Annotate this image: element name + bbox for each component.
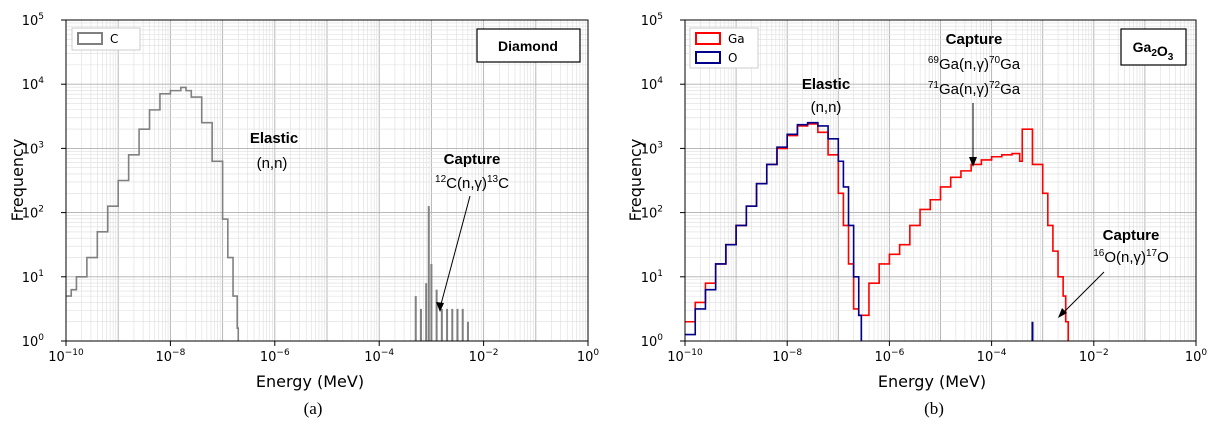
a-x-tick-label: 10−8 xyxy=(155,348,185,365)
a-series-line-c xyxy=(66,86,240,341)
a-y-tick-label: 105 xyxy=(22,12,44,29)
b-y-tick-label: 104 xyxy=(641,76,664,93)
b-x-tick-label: 10−4 xyxy=(977,348,1007,365)
b-legend-box xyxy=(689,27,759,69)
b-x-tick-label: 100 xyxy=(1185,348,1208,365)
a-plot-frame xyxy=(65,19,589,342)
a-elastic-sub: (n,n) xyxy=(257,155,288,172)
panel-a: 10−10 10−8 10−6 10−4 10−2 1001001011021031041… xyxy=(8,12,599,418)
panel-b: 10−10 10−8 10−6 10−4 10−2 1001001011021031041… xyxy=(626,12,1207,418)
b-capture2-reaction-o16: 16O(n,γ)17O xyxy=(1093,248,1169,266)
a-x-tick-label: 10−4 xyxy=(364,348,394,365)
a-x-tick-label: 10−10 xyxy=(48,348,84,365)
a-x-tick-label: 100 xyxy=(577,348,600,365)
a-legend-box xyxy=(71,27,141,51)
b-badge: Ga2O3 xyxy=(1120,28,1187,66)
b-capture-reaction-ga71: 71Ga(n,γ)72Ga xyxy=(928,80,1021,98)
a-elastic-title: Elastic xyxy=(250,130,298,147)
b-capture-title: Capture xyxy=(946,31,1003,48)
a-x-axis-label: Energy (MeV) xyxy=(256,372,364,391)
a-caption: (a) xyxy=(304,399,323,418)
a-y-tick-label: 100 xyxy=(22,333,45,350)
a-series xyxy=(66,86,469,341)
a-badge-box xyxy=(476,28,581,63)
b-x-tick-label: 10−10 xyxy=(667,348,703,365)
b-caption: (b) xyxy=(924,399,944,418)
b-legend-label-o: O xyxy=(728,51,737,65)
a-badge: Diamond xyxy=(476,28,581,63)
b-capture-reaction-ga69: 69Ga(n,γ)70Ga xyxy=(928,55,1021,73)
a-x-tick-label: 10−6 xyxy=(260,348,290,365)
b-capture2-arrow xyxy=(1058,271,1105,318)
b-elastic-sub: (n,n) xyxy=(811,99,842,116)
b-capture-arrow xyxy=(969,103,977,167)
b-legend-swatch-ga xyxy=(695,32,721,45)
a-legend: C xyxy=(71,27,141,51)
b-legend: Ga O xyxy=(689,27,759,69)
a-y-axis-label: Frequency xyxy=(8,139,27,222)
b-y-axis-label: Frequency xyxy=(626,139,645,222)
b-grid xyxy=(684,20,1196,342)
a-grid xyxy=(65,20,588,342)
b-series-line-ga xyxy=(685,123,1070,341)
b-series xyxy=(685,121,1070,341)
a-x-tick-label: 10−2 xyxy=(469,348,499,365)
a-badge-label: Diamond xyxy=(498,38,558,54)
b-y-tick-label: 100 xyxy=(641,333,664,350)
b-y-tick-label: 101 xyxy=(641,269,663,286)
b-badge-label: Ga2O3 xyxy=(1133,39,1174,63)
b-x-tick-label: 10−2 xyxy=(1079,348,1109,365)
b-x-tick-label: 10−8 xyxy=(772,348,802,365)
b-plot-frame xyxy=(684,19,1197,342)
a-legend-swatch-c xyxy=(77,32,103,45)
b-series-line-o xyxy=(685,121,863,341)
a-y-tick-label: 101 xyxy=(22,269,44,286)
b-badge-box xyxy=(1120,28,1187,66)
b-legend-swatch-o xyxy=(695,51,721,64)
b-legend-label-ga: Ga xyxy=(728,32,745,46)
b-capture2-title: Capture xyxy=(1103,227,1160,244)
b-y-tick-label: 105 xyxy=(641,12,663,29)
a-y-tick-label: 104 xyxy=(22,76,45,93)
b-elastic-title: Elastic xyxy=(802,76,850,93)
a-capture-reaction: 12C(n,γ)13C xyxy=(435,174,509,192)
a-legend-label-c: C xyxy=(110,32,118,46)
a-capture-title: Capture xyxy=(444,151,501,168)
b-x-tick-label: 10−6 xyxy=(874,348,904,365)
b-x-axis-label: Energy (MeV) xyxy=(878,372,986,391)
a-capture-arrow xyxy=(436,195,471,312)
